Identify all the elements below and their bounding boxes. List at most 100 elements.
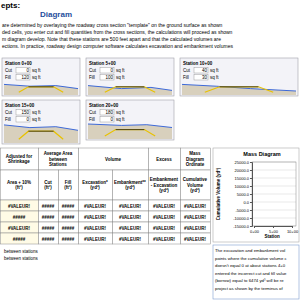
group-header: Excess xyxy=(156,157,172,162)
table-cell xyxy=(79,233,113,244)
cell-value: #VALEUR! xyxy=(84,237,107,242)
field-label: Fill xyxy=(183,75,189,80)
input-cell xyxy=(16,68,30,74)
ground-line xyxy=(182,84,296,91)
field-value: 0 xyxy=(110,117,113,122)
table-cell xyxy=(39,200,59,211)
cell-value: #VALEUR! xyxy=(84,215,107,220)
cell-value: #VALEUR! xyxy=(153,237,176,242)
caption-line: doesn't equal 0 at about stations 4+0 xyxy=(215,263,286,268)
cell-value: #VALEUR! xyxy=(184,215,207,220)
grid-line xyxy=(252,194,296,195)
cell-value: #VALEUR! xyxy=(153,215,176,220)
footnote: between stations xyxy=(4,256,39,261)
column-header: (yd³) xyxy=(159,188,169,193)
plot-frame xyxy=(252,162,296,226)
cell-value: ##### xyxy=(62,226,75,231)
road-template xyxy=(105,130,155,136)
unit: sq ft xyxy=(32,75,41,80)
table-cell xyxy=(181,233,211,244)
tick-mark xyxy=(250,194,252,195)
cell-value: #VALEUR! xyxy=(8,204,31,209)
table-cell xyxy=(113,222,149,233)
road-surface xyxy=(116,129,145,130)
y-axis: 25000.020000.015000.010000.05000.00.0-50… xyxy=(233,160,252,229)
cell-value: #VALEUR! xyxy=(84,226,107,231)
panel-frame xyxy=(2,100,80,144)
y-tick: 25000.0 xyxy=(235,160,252,165)
ground-area xyxy=(88,86,172,95)
road-surface xyxy=(28,86,53,87)
station-label: Station 0+00 xyxy=(5,61,32,66)
panel-frame xyxy=(180,58,298,96)
footnote: between stations xyxy=(4,249,39,254)
input-cell xyxy=(100,68,114,74)
x-tick: 0+00 xyxy=(250,226,260,234)
table: Adjusted forShrinkageAverage Areabetween… xyxy=(1,148,211,244)
input-cell xyxy=(16,117,30,123)
unit: sq ft xyxy=(116,110,125,115)
tick-label: 10+00 xyxy=(287,229,299,234)
column-header: Excavation* xyxy=(82,180,108,185)
grid-line xyxy=(252,202,296,203)
column-header: (ft²) xyxy=(15,185,23,190)
unit: sq ft xyxy=(210,75,219,80)
column-header: (yd³) xyxy=(190,188,200,193)
header-cell xyxy=(181,148,211,170)
table-cell xyxy=(39,211,59,222)
field-label: Fill xyxy=(5,75,11,80)
input-cell xyxy=(100,110,114,116)
caption-line: project as shown by the terminus of xyxy=(215,286,283,291)
field-label: Cut xyxy=(183,68,191,73)
x-axis: 0+005+0010+00 xyxy=(250,226,299,234)
panel-frame xyxy=(86,58,174,96)
caption-line: The excavation and embankment vol xyxy=(215,248,285,253)
group-header: Shrinkage xyxy=(8,159,30,164)
group-header: Average Area xyxy=(44,151,73,156)
caption-line: points where the cumulative volume c xyxy=(215,256,288,261)
grid-line xyxy=(252,186,296,187)
caption-line: entered the incorrect cut and fill value xyxy=(215,271,287,276)
tick-label: 5000.0 xyxy=(237,192,250,197)
tick-label: 0+00 xyxy=(250,229,260,234)
table-cell xyxy=(1,200,39,211)
cell-value: #VALEUR! xyxy=(153,226,176,231)
station-label: Station 15+00 xyxy=(5,103,35,108)
cell-value: #VALEUR! xyxy=(184,237,207,242)
group-header: Mass xyxy=(189,151,201,156)
input-cell xyxy=(100,117,114,123)
column-header: Cut xyxy=(44,180,52,185)
group-header: Diagram xyxy=(186,157,204,162)
cell-value: ##### xyxy=(62,215,75,220)
field-value: 0 xyxy=(110,68,113,73)
caption-frame xyxy=(213,245,299,299)
column-header: (ft²) xyxy=(44,185,52,190)
ground-line xyxy=(4,84,78,88)
station-label: Station 20+00 xyxy=(89,103,119,108)
unit: sq ft xyxy=(32,110,41,115)
header-cell xyxy=(79,148,149,170)
table-cell xyxy=(149,233,181,244)
field-label: Fill xyxy=(89,75,95,80)
cross-section-panel: Station 5+00Cut0sq ftFill100sq ft xyxy=(86,58,174,96)
header-cell xyxy=(39,170,59,200)
chart: Mass Diagram25000.020000.015000.010000.0… xyxy=(213,148,299,242)
column-header: Cumulative xyxy=(183,177,208,182)
road-template xyxy=(19,131,63,139)
road-surface xyxy=(28,131,53,132)
table-cell xyxy=(1,222,39,233)
field-label: Fill xyxy=(89,117,95,122)
input-cell xyxy=(16,75,30,81)
column-header: Area + 10% xyxy=(7,180,31,185)
field-label: Cut xyxy=(89,110,97,115)
column-header: Volume xyxy=(187,183,203,188)
ground-area xyxy=(4,125,78,143)
ground-area xyxy=(182,84,296,95)
background xyxy=(0,0,300,300)
table-cell xyxy=(79,200,113,211)
header-cell xyxy=(181,170,211,200)
paragraph-line: are determined by overlaying the roadway… xyxy=(2,22,223,28)
y-tick: -5000.0 xyxy=(235,208,252,213)
group-header: between xyxy=(49,157,67,162)
tick-mark xyxy=(254,226,255,228)
